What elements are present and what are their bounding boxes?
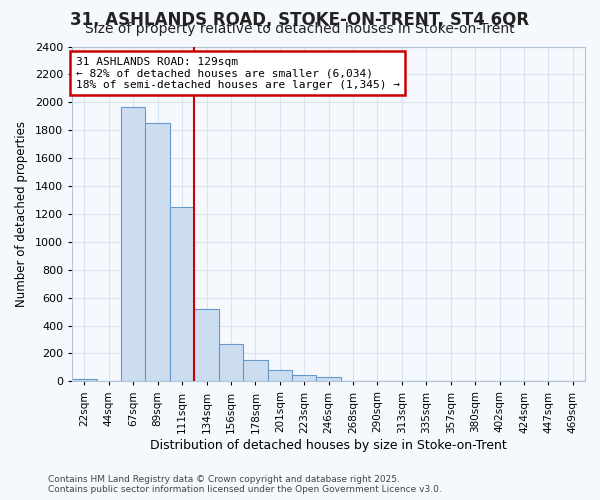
Bar bbox=[145, 123, 170, 382]
Bar bbox=[194, 309, 219, 382]
Text: 31, ASHLANDS ROAD, STOKE-ON-TRENT, ST4 6QR: 31, ASHLANDS ROAD, STOKE-ON-TRENT, ST4 6… bbox=[70, 11, 530, 29]
Bar bbox=[121, 106, 145, 382]
Bar bbox=[243, 360, 268, 382]
Bar bbox=[292, 375, 316, 382]
Bar bbox=[72, 378, 97, 382]
Text: Size of property relative to detached houses in Stoke-on-Trent: Size of property relative to detached ho… bbox=[85, 22, 515, 36]
Text: Contains HM Land Registry data © Crown copyright and database right 2025.
Contai: Contains HM Land Registry data © Crown c… bbox=[48, 474, 442, 494]
Text: 31 ASHLANDS ROAD: 129sqm
← 82% of detached houses are smaller (6,034)
18% of sem: 31 ASHLANDS ROAD: 129sqm ← 82% of detach… bbox=[76, 56, 400, 90]
Bar bbox=[219, 344, 243, 382]
Bar bbox=[170, 207, 194, 382]
Y-axis label: Number of detached properties: Number of detached properties bbox=[15, 121, 28, 307]
Bar bbox=[268, 370, 292, 382]
Bar bbox=[316, 376, 341, 382]
X-axis label: Distribution of detached houses by size in Stoke-on-Trent: Distribution of detached houses by size … bbox=[150, 440, 507, 452]
